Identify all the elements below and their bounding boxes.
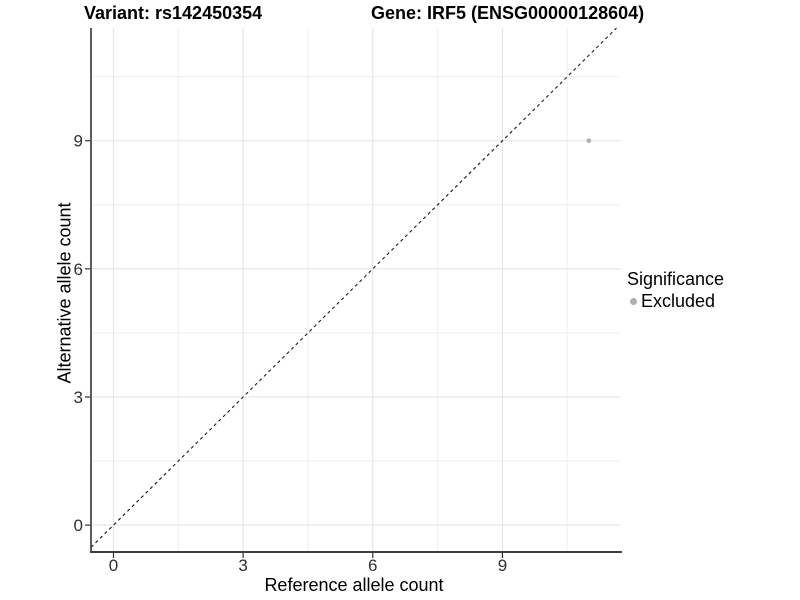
y-axis-title: Alternative allele count <box>54 202 75 384</box>
y-tick-label: 9 <box>74 132 83 151</box>
y-tick-label: 0 <box>74 516 83 535</box>
legend-title: Significance <box>627 269 725 289</box>
y-tick-label: 6 <box>74 260 83 279</box>
x-tick-label: 6 <box>368 556 377 575</box>
legend: Significance Excluded <box>627 269 724 312</box>
variant-title: Variant: rs142450354 <box>84 3 263 23</box>
x-tick-label: 0 <box>109 556 118 575</box>
x-axis-title: Reference allele count <box>264 575 444 595</box>
x-tick-label: 9 <box>498 556 507 575</box>
y-tick-label: 3 <box>74 388 83 407</box>
data-point <box>586 138 592 144</box>
legend-item-excluded: Excluded <box>627 291 724 312</box>
legend-point-icon <box>630 298 637 305</box>
identity-reference-line <box>90 27 617 548</box>
gene-title: Gene: IRF5 (ENSG00000128604) <box>371 3 645 23</box>
legend-item-label: Excluded <box>641 291 716 311</box>
x-tick-label: 3 <box>238 556 247 575</box>
